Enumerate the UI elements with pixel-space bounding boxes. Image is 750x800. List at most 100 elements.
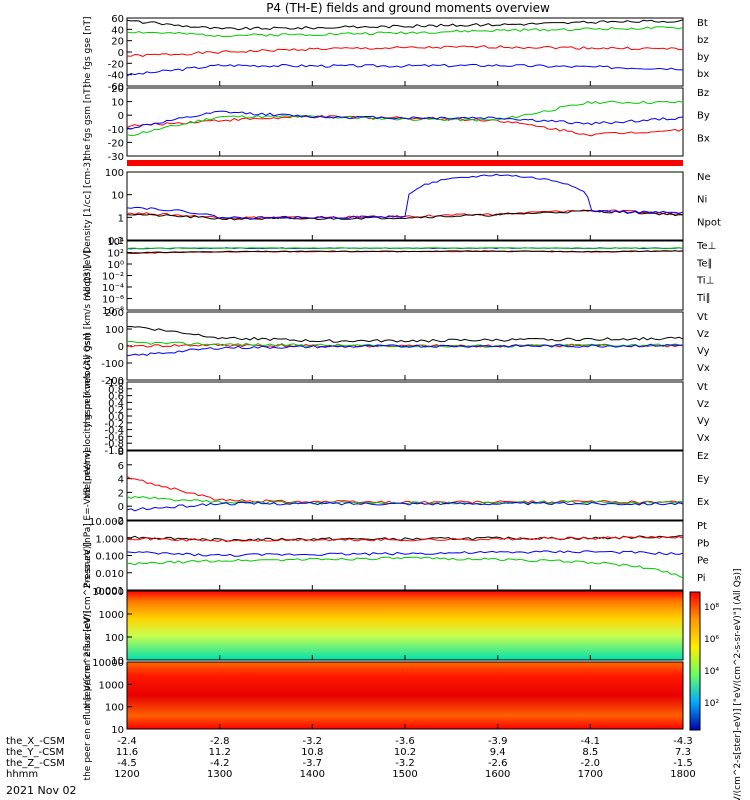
y-tick-label: 10⁻⁴ (102, 283, 124, 294)
y-tick-label: 10⁻² (102, 272, 124, 283)
ephemeris-value: -3.7 (303, 758, 323, 769)
y-tick-label: 1000 (99, 610, 124, 621)
panel-frame (126, 171, 684, 241)
panel-frame (126, 450, 684, 521)
series-line-Vy (127, 340, 683, 348)
y-tick-label: 100 (105, 703, 124, 714)
spectrogram (127, 662, 683, 729)
y-tick-label: 0.010 (95, 569, 124, 580)
ephemeris-value: -3.6 (395, 736, 415, 747)
ephemeris-value: -2.0 (581, 758, 601, 769)
y-tick-label: 100 (105, 325, 124, 336)
colorbar-tick-label: 10⁸ (704, 603, 719, 613)
ephemeris-value: -2.8 (210, 736, 230, 747)
y-axis-label: E=-VxB [mV/m] (83, 450, 93, 520)
colorbar-tick-label: 10⁶ (704, 635, 719, 645)
colorbar-tick-label: 10⁴ (704, 667, 719, 677)
ephemeris-value: -1.5 (673, 758, 693, 769)
ephemeris-label: hhmm (6, 769, 38, 780)
ephemeris-value: 1600 (485, 769, 510, 780)
flag-bar (127, 160, 683, 166)
y-tick-label: 0.001 (95, 586, 124, 597)
y-tick-label: -1.0 (104, 446, 124, 457)
y-tick-label: 1000 (99, 680, 124, 691)
ephemeris-value: -4.3 (673, 736, 693, 747)
y-axis-label: the peer en eflux [eV/(cm^2-s-sr-eV)] (83, 611, 93, 781)
legend-entry: Vz (697, 399, 709, 410)
legend-entry: Ex (697, 497, 709, 508)
panel-5: 1.00.80.60.40.20.0-0.2-0.4-0.6-0.8-1.0 th… (83, 333, 710, 498)
legend-entry: Te⊥ (696, 241, 716, 252)
y-tick-label: 1 (118, 213, 124, 224)
ephemeris-table: the_X_-CSM -2.4 -2.8 -3.2 -3.6 -3.9 -4.1 -4.3 th… (6, 736, 696, 780)
y-axis-label: the peer velocity gsm [km/s (All Qs)] (83, 333, 93, 498)
y-tick-label: -0.4 (104, 426, 124, 437)
y-tick-label: -200 (101, 376, 124, 387)
y-tick-label: 20 (111, 37, 124, 48)
y-tick-label: -100 (101, 359, 124, 370)
y-tick-label: 0 (118, 342, 124, 353)
legend-entry: Npot (697, 217, 721, 228)
spectrogram (127, 591, 683, 660)
colorbar: 10⁸ 10⁶ 10⁴ 10² [eV/(cm^2-s[ster]-eV)] ["eV/… (689, 568, 743, 800)
panel-2: 100 10 1 0.1 Density [1/cc] [cm-3] Ne Ni Npot (83, 158, 721, 253)
y-tick-label: 6 (118, 461, 124, 472)
legend-entry: Ez (697, 451, 709, 462)
y-tick-label: 10⁰ (107, 260, 124, 271)
y-tick-label: 0.4 (108, 398, 124, 409)
ephemeris-value: 10.8 (301, 747, 323, 758)
series-line-Te∥ (127, 250, 683, 254)
legend-entry: Pe (697, 556, 709, 567)
colorbar-gradient (689, 591, 701, 731)
y-tick-label: 20 (111, 84, 124, 95)
panel-frame (126, 520, 684, 591)
y-tick-label: -0.8 (104, 439, 124, 450)
series-line-Ez (127, 475, 683, 505)
panel-8: 10000 1000 100 10 the peir en eflux [eV/(cm^… (83, 542, 684, 709)
legend-entry: Vy (697, 416, 710, 427)
legend-entry: Vt (697, 312, 708, 323)
ephemeris-value: 10.2 (394, 747, 416, 758)
legend-entry: Vx (697, 363, 710, 374)
y-axis-label: Density [1/cc] [cm-3] (83, 158, 93, 253)
legend-entry: bz (697, 35, 709, 46)
panel-9: 10000 1000 100 10 the peer en eflux [eV/(cm^… (83, 611, 684, 781)
legend-entry: Bt (697, 18, 708, 29)
y-axis-label: the fgs gse [nT] (83, 16, 93, 87)
ephemeris-value: -4.2 (210, 758, 230, 769)
ephemeris-value: 1200 (114, 769, 139, 780)
y-tick-label: -30 (108, 152, 124, 163)
y-tick-label: 10⁴ (107, 237, 124, 248)
legend-entry: Pt (697, 521, 707, 532)
y-tick-label: 0.0 (108, 412, 124, 423)
colorbar-tick-label: 10² (704, 699, 719, 709)
y-tick-label: 10 (111, 191, 124, 202)
y-tick-label: -40 (108, 71, 124, 82)
legend-entry: By (697, 111, 710, 122)
panel-frame (126, 381, 684, 451)
legend-entry: Ti∥ (696, 293, 711, 304)
y-tick-label: 10 (111, 98, 124, 109)
series-line-Pi (127, 550, 683, 557)
ephemeris-value: -3.2 (395, 758, 415, 769)
series-line-Bx (127, 110, 683, 130)
ephemeris-value: -4.5 (117, 758, 137, 769)
y-axis-label: moqt3 [eV] (83, 250, 93, 301)
y-tick-label: 200 (105, 308, 124, 319)
y-tick-label: 0 (118, 111, 124, 122)
y-tick-label: 10 (111, 656, 124, 667)
series-line-Ex (127, 501, 683, 512)
ephemeris-value: -3.9 (488, 736, 508, 747)
series-line-Pe (127, 556, 683, 579)
figure-title: P4 (TH-E) fields and ground moments over… (266, 1, 550, 15)
y-tick-label: 10.000 (89, 517, 124, 528)
y-tick-label: 10⁻⁸ (102, 306, 124, 317)
ephemeris-value: 1500 (392, 769, 417, 780)
y-tick-label: 0.6 (108, 392, 124, 403)
y-tick-label: 10⁻⁶ (102, 295, 124, 306)
legend-entry: Te∥ (696, 258, 713, 269)
panel-frame (126, 87, 684, 157)
y-tick-label: 0 (118, 48, 124, 59)
